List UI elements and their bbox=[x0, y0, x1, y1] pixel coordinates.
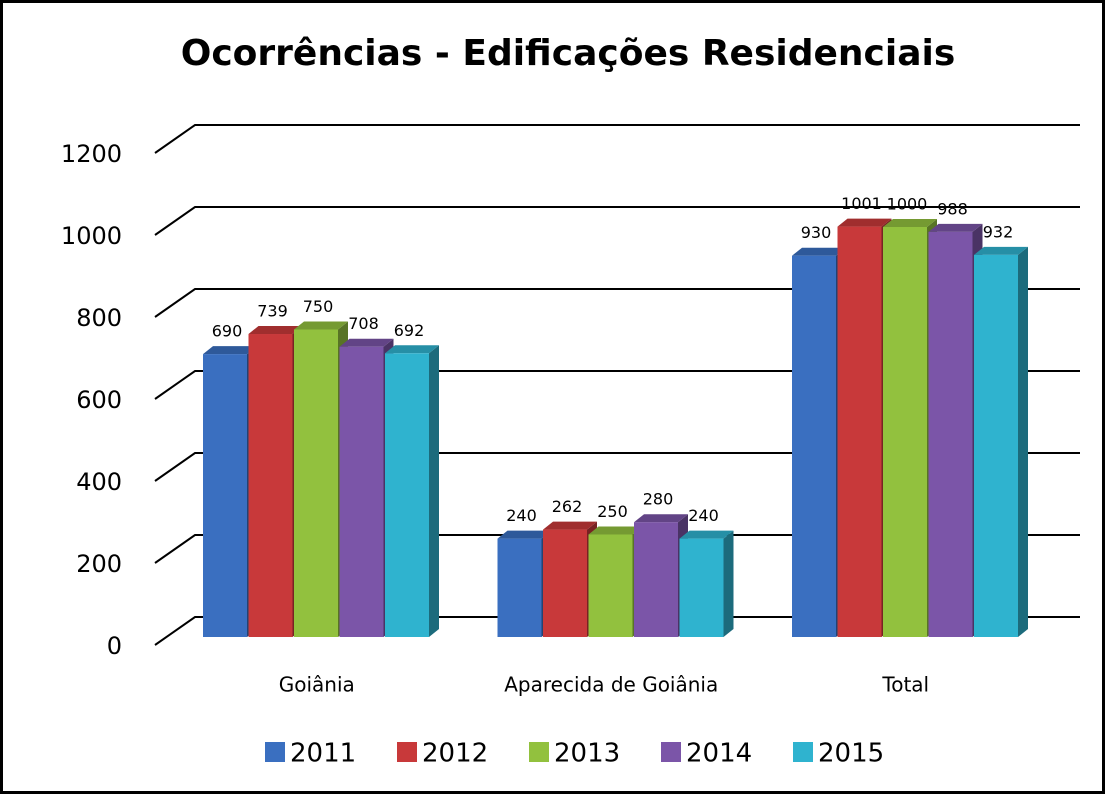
x-tick-label: Aparecida de Goiânia bbox=[504, 673, 718, 697]
y-tick-label: 1200 bbox=[61, 140, 122, 168]
bar-side bbox=[429, 345, 439, 637]
bar-top bbox=[679, 530, 734, 539]
legend-swatch bbox=[793, 742, 813, 762]
x-tick-label: Total bbox=[881, 673, 929, 697]
bar-front bbox=[543, 529, 587, 637]
value-label: 280 bbox=[643, 490, 674, 509]
grid-line bbox=[154, 452, 1080, 482]
legend-label: 2012 bbox=[422, 739, 488, 769]
value-label: 988 bbox=[937, 199, 968, 218]
bar-top bbox=[837, 218, 892, 227]
grid-line bbox=[154, 124, 1080, 154]
legend-label: 2013 bbox=[554, 739, 620, 769]
bar-top bbox=[928, 223, 983, 232]
value-label: 750 bbox=[303, 297, 334, 316]
bar-front bbox=[385, 353, 429, 637]
bar-top bbox=[497, 530, 552, 539]
bar-top bbox=[974, 246, 1028, 255]
bar-front bbox=[294, 329, 338, 637]
bar-top bbox=[792, 247, 846, 256]
bar-side bbox=[723, 530, 734, 637]
bar-front bbox=[634, 522, 678, 637]
value-label: 932 bbox=[983, 222, 1014, 241]
bar-front bbox=[883, 227, 927, 637]
legend-label: 2014 bbox=[686, 739, 752, 769]
bar-top bbox=[339, 338, 394, 347]
bar-front bbox=[248, 334, 293, 637]
legend-swatch bbox=[661, 742, 681, 762]
bar-front bbox=[974, 254, 1018, 637]
value-label: 690 bbox=[212, 322, 243, 341]
y-tick-label: 800 bbox=[76, 304, 122, 332]
bar-top bbox=[543, 521, 597, 530]
value-label: 930 bbox=[801, 223, 832, 242]
bar-top bbox=[203, 346, 257, 355]
bar-top bbox=[294, 321, 348, 330]
grid-line bbox=[154, 206, 1080, 236]
bar-side bbox=[1018, 246, 1028, 637]
bar-front bbox=[588, 534, 633, 637]
grid-line bbox=[154, 370, 1080, 400]
value-label: 240 bbox=[506, 506, 537, 525]
bar-top bbox=[883, 219, 937, 227]
value-label: 1000 bbox=[887, 195, 928, 214]
bar-top bbox=[634, 514, 688, 523]
bar-front bbox=[497, 538, 542, 637]
bar-front bbox=[339, 346, 384, 637]
y-tick-label: 0 bbox=[107, 632, 122, 660]
grid-line bbox=[154, 534, 1080, 564]
value-label: 262 bbox=[552, 497, 583, 516]
chart-title: Ocorrências - Edificações Residenciais bbox=[181, 33, 956, 74]
bar-front bbox=[837, 226, 882, 637]
bar bbox=[974, 246, 1028, 637]
bar-front bbox=[792, 255, 836, 637]
bar-front bbox=[928, 231, 973, 638]
legend-swatch bbox=[265, 742, 285, 762]
bar bbox=[385, 345, 439, 637]
y-tick-label: 1000 bbox=[61, 222, 122, 250]
value-label: 692 bbox=[394, 321, 425, 340]
bar bbox=[679, 530, 734, 637]
legend-label: 2011 bbox=[290, 739, 356, 769]
bar-front bbox=[203, 354, 247, 637]
legend-label: 2015 bbox=[818, 739, 884, 769]
bar-top bbox=[248, 326, 303, 335]
legend-swatch bbox=[397, 742, 417, 762]
value-label: 250 bbox=[597, 502, 628, 521]
y-tick-label: 400 bbox=[76, 468, 122, 496]
value-label: 708 bbox=[348, 314, 379, 333]
grid-line bbox=[154, 616, 1080, 646]
grid-line bbox=[154, 288, 1080, 318]
legend-swatch bbox=[529, 742, 549, 762]
x-tick-label: Goiânia bbox=[279, 673, 355, 697]
value-label: 1001 bbox=[841, 194, 882, 213]
bar-top bbox=[385, 345, 439, 354]
y-tick-label: 600 bbox=[76, 386, 122, 414]
y-tick-label: 200 bbox=[76, 550, 122, 578]
value-label: 240 bbox=[688, 506, 719, 525]
bar-front bbox=[679, 538, 724, 637]
bar-top bbox=[588, 526, 643, 535]
value-label: 739 bbox=[257, 302, 288, 321]
